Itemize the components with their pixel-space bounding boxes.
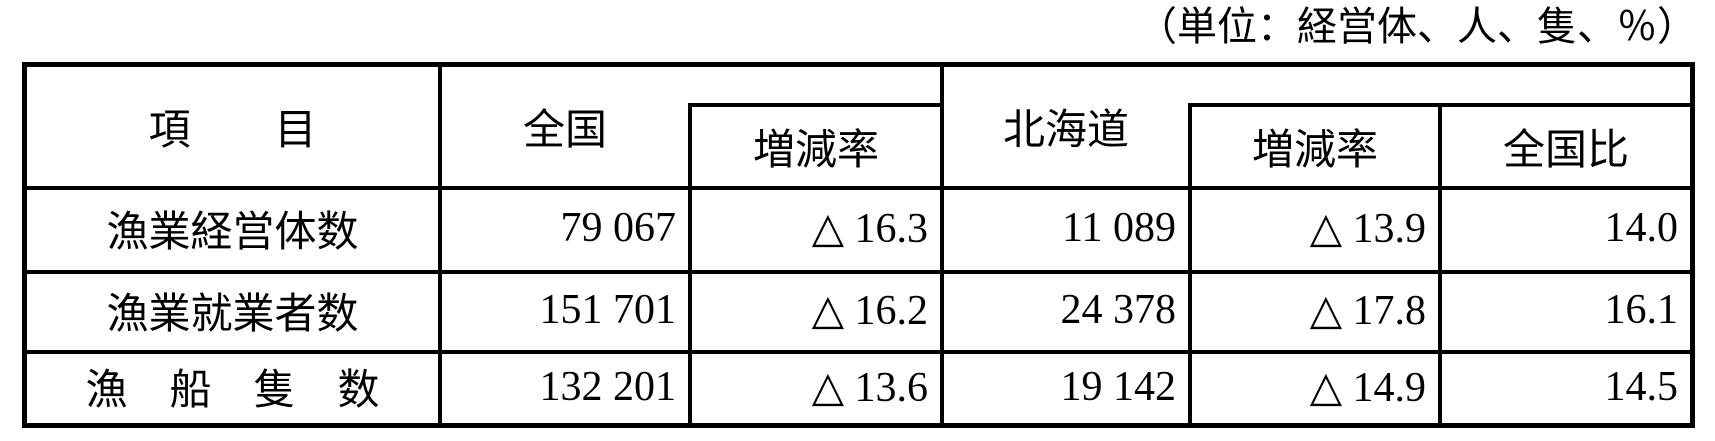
row-label: 漁業就業者数 [106, 291, 359, 338]
national-value: 79 067 [560, 205, 677, 251]
statistics-table: 項 目 全国 増減率 北海道 増減率 全国比 漁業経営体数 79 067 △ 1… [22, 62, 1695, 428]
divider-national-change-inset [688, 103, 692, 423]
header-bottom-border [27, 186, 1690, 190]
divider-hokkaido-change-inset [1188, 103, 1192, 423]
hokkaido-value: 19 142 [1060, 363, 1177, 410]
hokkaido-value: 24 378 [1060, 287, 1177, 333]
row-label: 漁 船 隻 数 [85, 368, 380, 414]
header-change-rate-hokkaido: 増減率 [1251, 128, 1378, 174]
national-share-value: 14.5 [1604, 363, 1679, 410]
header-national-share: 全国比 [1502, 128, 1629, 174]
header-national: 全国 [522, 108, 607, 154]
row-label: 漁業経営体数 [106, 209, 359, 256]
row-divider-1 [27, 270, 1690, 274]
hokkaido-value: 11 089 [1062, 205, 1176, 251]
divider-change-hokkaido [940, 67, 944, 423]
national-change: △ 16.2 [811, 288, 928, 334]
header-item: 項 目 [148, 108, 317, 154]
header-change-rate-national: 増減率 [752, 128, 879, 174]
row-divider-2 [27, 350, 1690, 354]
inset-top-border-left [688, 103, 944, 107]
inset-top-border-right [1188, 103, 1690, 107]
hokkaido-change: △ 13.9 [1309, 206, 1426, 252]
hokkaido-change: △ 14.9 [1309, 364, 1426, 411]
national-share-value: 16.1 [1604, 287, 1679, 333]
divider-change-share-inset [1438, 103, 1442, 423]
header-hokkaido: 北海道 [1002, 108, 1129, 154]
national-share-value: 14.0 [1604, 205, 1679, 251]
units-note: （単位：経営体、人、隻、％） [1137, 4, 1697, 49]
national-value: 151 701 [539, 287, 677, 333]
national-value: 132 201 [539, 363, 677, 410]
national-change: △ 13.6 [811, 364, 928, 411]
divider-item-national [438, 67, 442, 423]
national-change: △ 16.3 [811, 206, 928, 252]
hokkaido-change: △ 17.8 [1309, 288, 1426, 334]
